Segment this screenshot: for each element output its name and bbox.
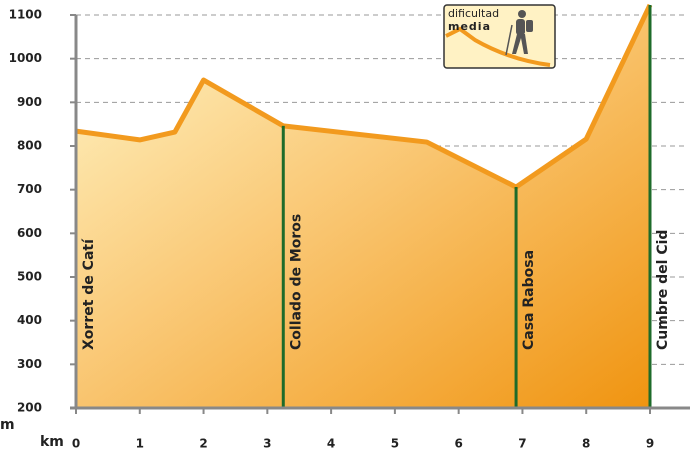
waypoint-label: Collado de Moros [288,214,304,350]
area-fill [76,4,650,409]
badge-label: dificultad [448,7,499,20]
y-tick-label: 300 [17,357,42,371]
y-tick-label: 200 [17,401,42,415]
y-tick-label: 800 [17,139,42,153]
badge-profile [445,26,551,67]
x-tick-label: 2 [199,437,207,450]
x-tick-label: 3 [263,437,271,450]
y-tick-label: 700 [17,182,42,196]
x-tick-label: 1 [136,437,144,450]
x-tick-label: 9 [646,437,654,450]
waypoint-label: Casa Rabosa [521,250,537,350]
x-tick-label: 7 [518,437,526,450]
x-tick-label: 6 [454,437,462,450]
hiker-icon [505,10,533,56]
x-tick-label: 5 [391,437,399,450]
y-tick-label: 400 [17,313,42,327]
x-axis-label: km [40,434,64,450]
y-axis-label: m [0,417,15,433]
difficulty-badge: dificultad media [443,4,556,69]
waypoint-label: Xorret de Catí [81,238,97,350]
x-tick-label: 0 [72,437,80,450]
waypoint-label: Cumbre del Cid [655,230,671,350]
y-tick-label: 1000 [9,51,42,65]
x-tick-label: 8 [582,437,590,450]
y-tick-label: 900 [17,95,42,109]
badge-level: media [448,20,491,33]
y-tick-label: 600 [17,226,42,240]
y-tick-label: 500 [17,270,42,284]
y-tick-label: 1100 [9,8,42,22]
x-tick-label: 4 [327,437,335,450]
profile-line [75,3,653,190]
